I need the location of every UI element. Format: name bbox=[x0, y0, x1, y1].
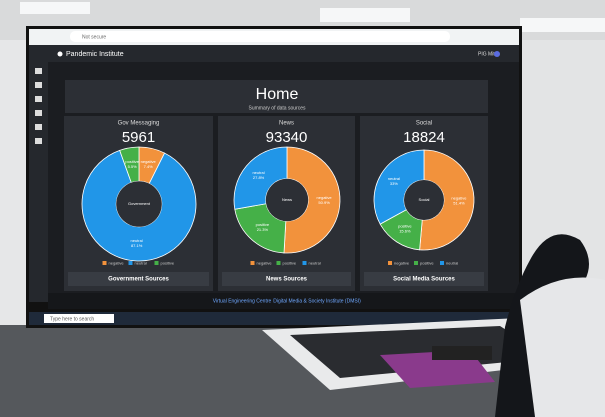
table-screen bbox=[290, 326, 550, 378]
app-bar bbox=[29, 45, 519, 62]
slice-name: neutral bbox=[388, 176, 400, 181]
avatar[interactable] bbox=[494, 51, 500, 57]
app-icon bbox=[57, 51, 63, 57]
legend-swatch[interactable] bbox=[154, 261, 159, 265]
slice-label: 7.4% bbox=[144, 164, 154, 169]
legend-label[interactable]: positive bbox=[161, 261, 175, 266]
panel-count: 5961 bbox=[122, 129, 155, 146]
legend-swatch[interactable] bbox=[414, 261, 418, 265]
legend-label[interactable]: positive bbox=[283, 261, 297, 266]
panel-title: News bbox=[279, 121, 294, 127]
panel-title: Gov Messaging bbox=[118, 121, 160, 127]
address-bar bbox=[70, 31, 450, 42]
slice-name: negative bbox=[317, 195, 333, 200]
footer-link[interactable]: Virtual Engineering Centre bbox=[213, 298, 272, 304]
header-box bbox=[65, 80, 488, 113]
taskbar bbox=[29, 312, 519, 325]
sidebar-icons bbox=[35, 68, 42, 144]
legend-label[interactable]: positive bbox=[420, 261, 434, 266]
ceiling-light bbox=[20, 2, 90, 14]
legend-swatch[interactable] bbox=[440, 261, 444, 265]
slice-name: neutral bbox=[252, 170, 264, 175]
user-name[interactable]: PIG Mitch bbox=[478, 51, 500, 57]
slice-label: 5.5% bbox=[128, 164, 138, 169]
dropdown[interactable] bbox=[222, 272, 351, 286]
legend-label[interactable]: negative bbox=[394, 261, 410, 266]
slice-name: negative bbox=[141, 159, 157, 164]
page-title: Home bbox=[256, 86, 299, 103]
dropdown-label[interactable]: Government Sources bbox=[108, 277, 169, 283]
slice-name: negative bbox=[451, 196, 467, 201]
legend-swatch[interactable] bbox=[102, 261, 107, 265]
donut-center: Government bbox=[128, 201, 151, 206]
dropdown-label[interactable]: Social Media Sources bbox=[393, 277, 455, 283]
legend-label[interactable]: neutral bbox=[446, 261, 458, 266]
slice-label: 27.8% bbox=[253, 175, 265, 180]
dropdown[interactable] bbox=[364, 272, 484, 286]
legend-label[interactable]: neutral bbox=[309, 261, 321, 266]
donut-hole bbox=[404, 180, 444, 220]
search-placeholder: Type here to search bbox=[50, 316, 94, 322]
legend-swatch[interactable] bbox=[388, 261, 392, 265]
slice-label: 50.9% bbox=[318, 200, 330, 205]
donut-hole bbox=[265, 178, 309, 222]
slice-name: positive bbox=[256, 222, 270, 227]
sidebar bbox=[29, 62, 48, 302]
panel-count: 18824 bbox=[403, 129, 445, 146]
dropdown[interactable] bbox=[68, 272, 209, 286]
keyboard bbox=[432, 346, 492, 360]
slice-name: positive bbox=[125, 159, 139, 164]
legend-swatch[interactable] bbox=[276, 261, 281, 265]
legend-label[interactable]: negative bbox=[257, 261, 273, 266]
legend-label[interactable]: negative bbox=[109, 261, 125, 266]
slice-name: positive bbox=[398, 223, 412, 228]
slice-label: 87.1% bbox=[131, 243, 143, 248]
footer bbox=[48, 293, 519, 309]
panel-title: Social bbox=[416, 121, 432, 127]
slice-label: 51.4% bbox=[453, 201, 465, 206]
footer-link[interactable]: Digital Media & Society Institute (DMSI) bbox=[273, 298, 361, 304]
chair bbox=[520, 277, 605, 417]
wall bbox=[0, 40, 28, 330]
security-label: Not secure bbox=[82, 34, 106, 40]
legend-swatch[interactable] bbox=[128, 261, 133, 265]
ceiling-light bbox=[520, 18, 605, 32]
slice-label: 15.6% bbox=[399, 228, 411, 233]
donut-hole bbox=[116, 181, 162, 227]
search-box[interactable] bbox=[44, 314, 114, 323]
app-title: Pandemic Institute bbox=[66, 51, 124, 58]
slice-label: 21.3% bbox=[257, 227, 269, 232]
dropdown-label[interactable]: News Sources bbox=[266, 277, 308, 283]
panel-count: 93340 bbox=[266, 129, 308, 146]
legend-swatch[interactable] bbox=[302, 261, 307, 265]
ceiling-light bbox=[320, 8, 410, 22]
legend-swatch[interactable] bbox=[250, 261, 255, 265]
slice-name: neutral bbox=[131, 238, 143, 243]
legend-label[interactable]: neutral bbox=[135, 261, 147, 266]
slice-label: 33% bbox=[390, 181, 398, 186]
donut-center: News bbox=[282, 197, 292, 202]
donut-center: Social bbox=[419, 197, 430, 202]
page-subtitle: Summary of data sources bbox=[249, 105, 306, 111]
